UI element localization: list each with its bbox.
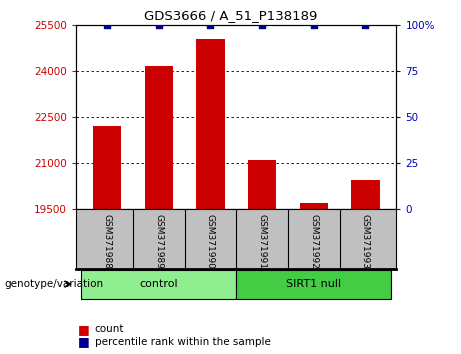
Bar: [351, 180, 380, 209]
Point: [362, 22, 369, 28]
Point: [310, 22, 318, 28]
Text: GSM371989: GSM371989: [154, 214, 163, 269]
Bar: [93, 126, 121, 209]
Bar: [236, 270, 391, 298]
Text: GSM371990: GSM371990: [206, 214, 215, 269]
Point: [259, 22, 266, 28]
Bar: [81, 270, 236, 298]
Text: GSM371991: GSM371991: [258, 214, 266, 269]
Text: SIRT1 null: SIRT1 null: [286, 279, 341, 289]
Text: percentile rank within the sample: percentile rank within the sample: [95, 337, 271, 347]
Bar: [300, 203, 328, 209]
Point: [155, 22, 162, 28]
Text: GSM371988: GSM371988: [102, 214, 112, 269]
Text: count: count: [95, 324, 124, 334]
Bar: [196, 39, 225, 209]
Text: GSM371993: GSM371993: [361, 214, 370, 269]
Point: [103, 22, 111, 28]
Bar: [145, 66, 173, 209]
Text: control: control: [139, 279, 178, 289]
Point: [207, 22, 214, 28]
Text: GDS3666 / A_51_P138189: GDS3666 / A_51_P138189: [144, 9, 317, 22]
Text: ■: ■: [78, 323, 90, 336]
Text: genotype/variation: genotype/variation: [5, 279, 104, 289]
Bar: [248, 160, 276, 209]
Text: GSM371992: GSM371992: [309, 214, 318, 269]
Text: ■: ■: [78, 335, 90, 348]
